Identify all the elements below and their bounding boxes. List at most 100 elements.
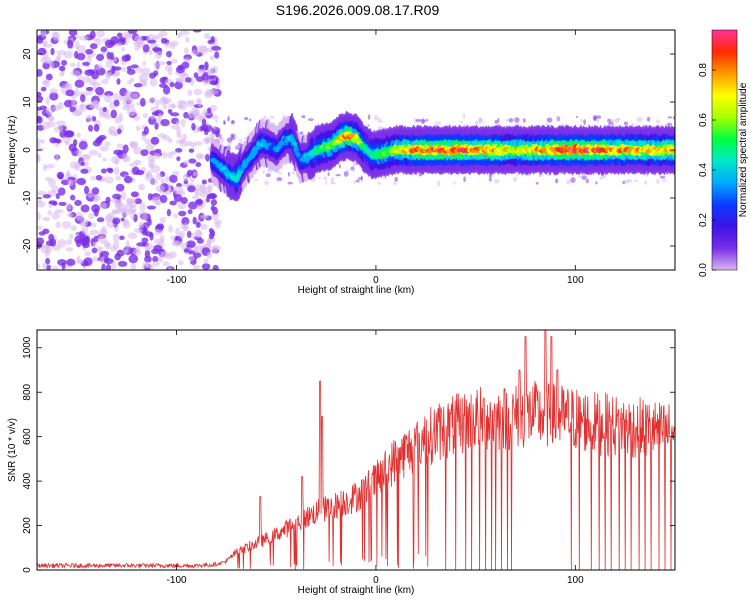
heatmap-noise-blob <box>60 85 66 93</box>
heatmap-noise-blob <box>123 248 129 254</box>
heatmap-noise-blob <box>146 205 157 210</box>
heatmap-noise-blob <box>94 64 102 71</box>
heatmap-noise-blob <box>104 215 114 223</box>
heatmap-noise-blob <box>104 242 112 250</box>
heatmap-noise-blob <box>83 185 90 195</box>
heatmap-speckle <box>325 180 328 185</box>
top-y-tick-label: 0 <box>22 147 33 153</box>
heatmap-noise-blob <box>135 125 141 132</box>
heatmap-noise-blob <box>37 190 47 196</box>
heatmap-noise-blob <box>113 71 121 77</box>
heatmap-noise-blob <box>134 45 141 51</box>
heatmap-noise-blob <box>84 251 92 257</box>
heatmap-noise-blob <box>184 36 190 43</box>
heatmap-noise-blob <box>89 229 100 236</box>
heatmap-noise-blob <box>55 221 62 229</box>
heatmap-noise-blob <box>133 248 142 257</box>
heatmap-speckle <box>335 174 341 177</box>
heatmap-noise-blob <box>81 154 91 159</box>
heatmap-noise-blob <box>179 230 186 238</box>
heatmap-noise-blob <box>131 141 139 148</box>
heatmap-speckle <box>367 124 370 127</box>
heatmap-noise-blob <box>116 143 124 149</box>
heatmap-noise-blob <box>70 98 77 108</box>
heatmap-noise-blob <box>56 50 66 56</box>
heatmap-noise-blob <box>43 43 53 48</box>
bottom-x-tick-label: 0 <box>373 575 379 586</box>
heatmap-noise-blob <box>82 61 90 66</box>
heatmap-noise-blob <box>46 120 56 128</box>
heatmap-noise-blob <box>61 220 72 229</box>
heatmap-speckle <box>545 123 549 126</box>
heatmap-noise-blob <box>148 158 156 167</box>
heatmap-noise-blob <box>155 185 165 193</box>
heatmap-noise-blob <box>203 72 209 78</box>
heatmap-noise-blob <box>42 194 52 199</box>
bottom-y-tick-label: 400 <box>22 472 33 489</box>
heatmap-speckle <box>672 116 675 120</box>
heatmap-noise-blob <box>200 124 209 131</box>
heatmap-noise-blob <box>85 86 94 91</box>
heatmap-noise-blob <box>119 95 126 101</box>
heatmap-noise-blob <box>110 109 117 119</box>
heatmap-speckle <box>581 175 587 180</box>
heatmap-noise-blob <box>148 50 153 56</box>
heatmap-noise-blob <box>70 225 78 231</box>
heatmap-noise-blob <box>91 115 97 122</box>
heatmap-noise-blob <box>160 118 170 127</box>
heatmap-noise-blob <box>95 174 103 181</box>
heatmap-noise-blob <box>194 141 204 146</box>
heatmap-noise-blob <box>144 243 154 250</box>
heatmap-noise-blob <box>141 81 147 86</box>
heatmap-speckle <box>610 123 615 126</box>
heatmap-noise-blob <box>193 113 202 121</box>
top-y-tick-label: -10 <box>22 190 33 205</box>
heatmap-noise-blob <box>37 95 44 103</box>
heatmap-noise-blob <box>183 248 189 253</box>
heatmap-speckle <box>644 180 648 185</box>
heatmap-noise-blob <box>176 103 184 109</box>
heatmap-noise-blob <box>170 235 176 240</box>
heatmap-noise-blob <box>139 202 146 211</box>
heatmap-noise-blob <box>159 194 168 204</box>
heatmap-noise-blob <box>192 264 201 270</box>
heatmap-speckle <box>360 175 363 182</box>
heatmap-noise-blob <box>158 61 166 66</box>
heatmap-noise-blob <box>162 261 170 267</box>
heatmap-speckle <box>254 178 259 182</box>
heatmap-noise-blob <box>68 30 78 36</box>
heatmap-speckle <box>264 180 270 186</box>
heatmap-noise-blob <box>133 83 143 88</box>
heatmap-speckle <box>656 178 660 185</box>
heatmap-noise-blob <box>96 30 105 38</box>
heatmap-speckle <box>636 116 643 123</box>
heatmap-noise-blob <box>92 241 97 248</box>
heatmap-speckle <box>394 176 399 182</box>
heatmap-noise-blob <box>55 120 66 127</box>
heatmap-noise-blob <box>80 168 89 174</box>
top-x-tick-label: -100 <box>167 275 187 286</box>
heatmap-noise-blob <box>148 264 155 270</box>
heatmap-noise-blob <box>58 201 67 207</box>
heatmap-noise-blob <box>208 193 218 200</box>
heatmap-noise-blob <box>192 216 197 225</box>
heatmap-noise-blob <box>88 124 94 132</box>
heatmap-speckle <box>583 119 586 125</box>
heatmap-speckle <box>231 120 235 123</box>
heatmap-noise-blob <box>155 99 160 108</box>
heatmap-speckle <box>514 122 521 126</box>
heatmap-noise-blob <box>97 152 102 159</box>
heatmap-speckle <box>311 178 315 183</box>
heatmap-noise-blob <box>52 265 59 270</box>
heatmap-noise-blob <box>175 120 181 127</box>
heatmap-noise-blob <box>57 259 67 266</box>
heatmap-noise-blob <box>95 106 104 111</box>
heatmap-speckle <box>301 115 306 119</box>
heatmap-noise-blob <box>45 257 51 265</box>
heatmap-noise-blob <box>149 78 158 87</box>
heatmap-noise-blob <box>167 266 173 270</box>
heatmap-noise-blob <box>192 30 202 33</box>
heatmap-noise-blob <box>127 30 138 35</box>
